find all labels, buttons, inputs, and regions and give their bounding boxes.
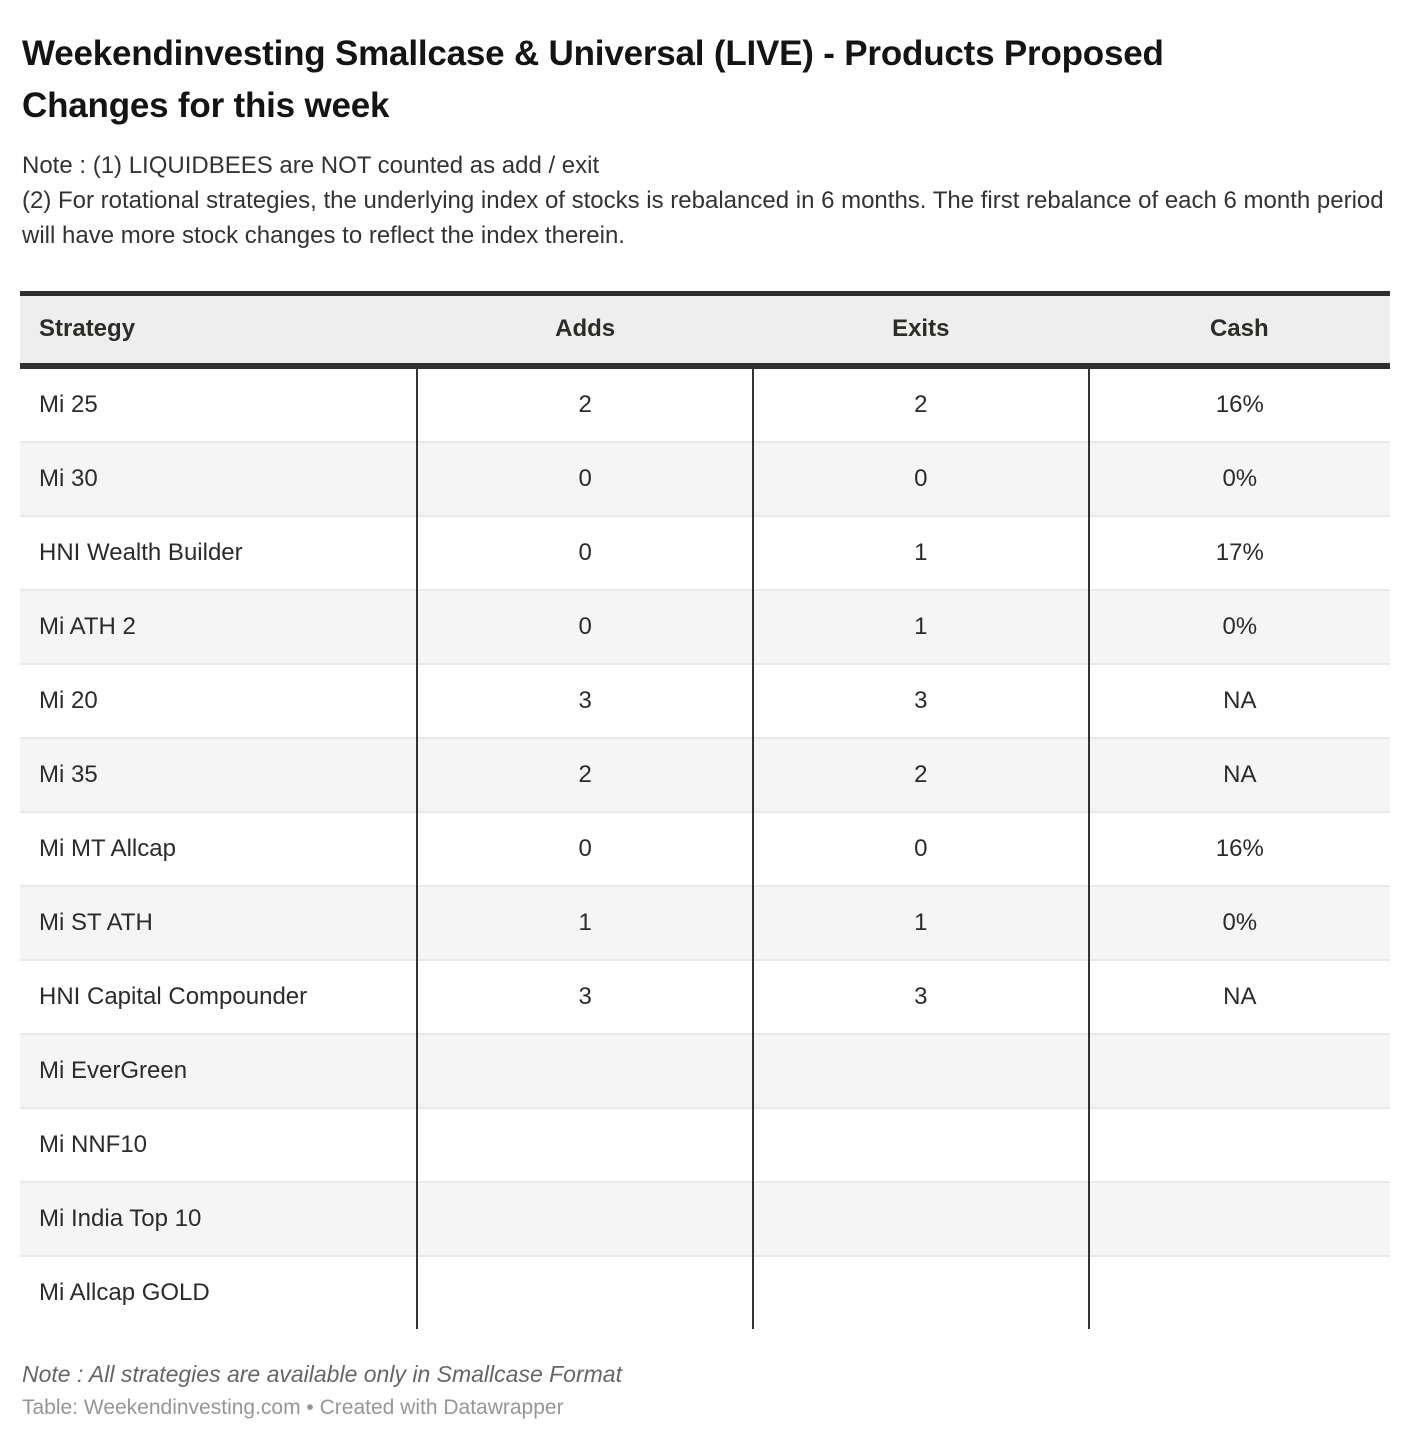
cash-cell: 17% — [1087, 514, 1390, 590]
exits-cell — [751, 1106, 1089, 1182]
table-row: Mi India Top 10 — [20, 1180, 1390, 1256]
strategy-cell: Mi 30 — [20, 440, 418, 516]
footer-note: Note : All strategies are available only… — [22, 1360, 622, 1387]
column-header-exits: Exits — [752, 293, 1089, 369]
strategy-cell: HNI Wealth Builder — [20, 514, 418, 590]
exits-cell: 2 — [751, 736, 1089, 812]
exits-cell: 3 — [751, 662, 1089, 738]
exits-cell: 3 — [751, 958, 1089, 1034]
column-header-adds: Adds — [417, 293, 753, 369]
adds-cell — [416, 1254, 753, 1329]
adds-cell: 2 — [416, 736, 753, 812]
table-row: Mi EverGreen — [20, 1032, 1390, 1108]
strategy-cell: Mi Allcap GOLD — [20, 1254, 418, 1329]
exits-cell: 1 — [751, 514, 1089, 590]
adds-cell: 0 — [416, 810, 753, 886]
table-row: Mi 35 2 2 NA — [20, 736, 1390, 812]
note-line-2: (2) For rotational strategies, the under… — [22, 186, 1384, 249]
page-title: Weekendinvesting Smallcase & Universal (… — [22, 34, 1164, 125]
strategy-cell: Mi EverGreen — [20, 1032, 418, 1108]
adds-cell: 3 — [416, 662, 753, 738]
cash-cell — [1087, 1032, 1390, 1108]
top-notes: Note : (1) LIQUIDBEES are NOT counted as… — [22, 148, 1388, 253]
strategy-cell: Mi 25 — [39, 390, 98, 418]
adds-cell — [416, 1106, 753, 1182]
adds-cell: 0 — [416, 514, 753, 590]
strategy-cell: Mi ST ATH — [20, 884, 418, 960]
exits-cell: 1 — [751, 884, 1089, 960]
column-header-cash: Cash — [1088, 293, 1390, 369]
strategy-cell: Mi NNF10 — [20, 1106, 418, 1182]
adds-cell — [416, 1180, 753, 1256]
table-header: Strategy Adds Exits Cash — [20, 293, 1390, 369]
column-header-strategy: Strategy — [20, 293, 418, 369]
table-row: Mi 25 2 2 16% — [20, 365, 1390, 442]
strategies-table: Strategy Adds Exits Cash Mi 25 2 2 16% Mi 30… — [20, 290, 1390, 1329]
cash-cell: 16% — [1087, 810, 1390, 886]
table-row: Mi ST ATH 1 1 0% — [20, 884, 1390, 960]
table-row: Mi MT Allcap 0 0 16% — [20, 810, 1390, 886]
cash-cell: 16% — [1087, 365, 1390, 442]
adds-cell: 0 — [416, 588, 753, 664]
table-row: HNI Capital Compounder 3 3 NA — [20, 958, 1390, 1034]
cash-cell — [1087, 1106, 1390, 1182]
strategy-cell: Mi MT Allcap — [20, 810, 418, 886]
cash-cell: NA — [1087, 662, 1390, 738]
cash-cell — [1087, 1180, 1390, 1256]
table-body: Mi 25 2 2 16% Mi 30 0 0 0% HNI Wealth Builder 0 1 1… — [20, 365, 1390, 1329]
strategy-cell: Mi ATH 2 — [20, 588, 418, 664]
table-row: Mi NNF10 — [20, 1106, 1390, 1182]
exits-cell: 0 — [751, 440, 1089, 516]
strategy-cell: HNI Capital Compounder — [20, 958, 418, 1034]
exits-cell — [751, 1180, 1089, 1256]
table-row: HNI Wealth Builder 0 1 17% — [20, 514, 1390, 590]
exits-cell: 0 — [751, 810, 1089, 886]
cash-cell: 0% — [1087, 588, 1390, 664]
adds-cell: 3 — [416, 958, 753, 1034]
header-row: Strategy Adds Exits Cash — [20, 293, 1390, 369]
strategy-cell: Mi 35 — [20, 736, 418, 812]
table-row: Mi 30 0 0 0% — [20, 440, 1390, 516]
exits-cell: 1 — [751, 588, 1089, 664]
strategy-cell: Mi India Top 10 — [20, 1180, 418, 1256]
adds-cell: 0 — [416, 440, 753, 516]
cash-cell: 0% — [1087, 440, 1390, 516]
exits-cell: 2 — [751, 365, 1089, 442]
exits-cell — [751, 1254, 1089, 1329]
adds-cell: 2 — [416, 365, 753, 442]
cash-cell: 0% — [1087, 884, 1390, 960]
cash-cell — [1087, 1254, 1390, 1329]
adds-cell: 1 — [416, 884, 753, 960]
cash-cell: NA — [1087, 958, 1390, 1034]
strategy-cell: Mi 20 — [20, 662, 418, 738]
table-row: Mi ATH 2 0 1 0% — [20, 588, 1390, 664]
attribution: Table: Weekendinvesting.com • Created wi… — [22, 1395, 564, 1419]
table-row: Mi 20 3 3 NA — [20, 662, 1390, 738]
table-row: Mi Allcap GOLD — [20, 1254, 1390, 1329]
cash-cell: NA — [1087, 736, 1390, 812]
adds-cell — [416, 1032, 753, 1108]
exits-cell — [751, 1032, 1089, 1108]
note-line-1: Note : (1) LIQUIDBEES are NOT counted as… — [22, 151, 600, 179]
